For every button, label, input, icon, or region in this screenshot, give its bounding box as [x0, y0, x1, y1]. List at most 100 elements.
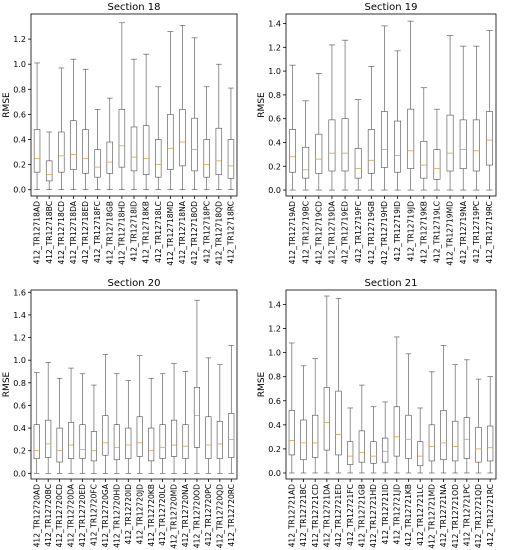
x-tick-label: 412_TR12720QD — [215, 484, 224, 548]
x-tick-label: 412_TR12718ID — [130, 201, 139, 262]
iqr-box — [179, 109, 186, 167]
x-tick-label: 412_TR12720PC — [204, 484, 213, 546]
iqr-box — [45, 160, 53, 182]
iqr-box — [56, 427, 63, 463]
box-412_TR12718FC — [94, 109, 101, 191]
x-tick-label: 412_TR12719DA — [328, 200, 337, 264]
iqr-box — [118, 109, 126, 168]
x-tick-label: 412_TR12718BC — [45, 201, 54, 264]
x-tick-label: 412_TR12721CD — [311, 484, 320, 548]
y-tick-label: 0.8 — [268, 91, 281, 100]
box-412_TR12721JD — [393, 336, 400, 474]
y-tick-label: 0.8 — [268, 373, 281, 382]
plot-frame — [30, 13, 238, 197]
iqr-box — [90, 431, 97, 462]
x-tick-label: 412_TR12721QD — [474, 484, 483, 548]
box-412_TR12721AD — [288, 342, 295, 474]
y-axis-label: RMSE — [2, 371, 12, 397]
y-tick-label: 0.0 — [13, 469, 26, 478]
iqr-box — [288, 410, 295, 456]
y-tick-label: 0.6 — [13, 401, 26, 410]
iqr-box — [45, 419, 52, 458]
box-412_TR12718BC — [45, 131, 53, 191]
x-tick-label: 412_TR12719HD — [380, 201, 389, 265]
y-tick-label: 1.2 — [13, 35, 26, 44]
iqr-box — [452, 420, 459, 462]
iqr-box — [367, 129, 375, 174]
iqr-box — [58, 131, 65, 173]
iqr-box — [216, 420, 223, 459]
x-tick-label: 412_TR12719ED — [341, 201, 350, 264]
box-412_TR12719PC — [472, 45, 480, 191]
x-tick-label: 412_TR12720JD — [135, 484, 144, 545]
box-412_TR12719RC — [485, 30, 493, 191]
box-412_TR12720FC — [90, 384, 97, 474]
box-412_TR12721ID — [382, 401, 389, 474]
x-tick-label: 412_TR12720HD — [112, 484, 121, 548]
x-tick-label: 412_TR12721KB — [404, 484, 413, 547]
box-412_TR12721MD — [428, 371, 435, 474]
chart-title: Section 21 — [364, 278, 417, 289]
iqr-box — [94, 149, 101, 178]
x-tick-label: 412_TR12721AD — [287, 484, 296, 548]
y-tick-label: 1.0 — [13, 60, 26, 69]
chart-panel-4: Section 21 RMSE 0.0 0.2 0.4 0.6 0.8 1.0 1.2 1.4 41… — [257, 278, 497, 549]
plot-frame — [285, 289, 497, 480]
x-tick-label: 412_TR12721OD — [451, 484, 460, 548]
iqr-box — [136, 416, 143, 457]
x-tick-label: 412_TR12721JD — [392, 484, 401, 545]
box-412_TR12720NA — [182, 371, 189, 474]
iqr-box — [335, 390, 342, 456]
iqr-box — [142, 125, 150, 175]
box-412_TR12721RC — [487, 376, 494, 474]
x-tick-label: 412_TR12718ED — [81, 201, 90, 264]
box-412_TR12718MD — [167, 31, 174, 191]
chart-title: Section 18 — [107, 2, 160, 13]
x-tick-label: 412_TR12721NA — [439, 483, 448, 547]
x-tick-label: 412_TR12718LC — [154, 201, 163, 263]
iqr-box — [341, 118, 349, 172]
box-412_TR12720BC — [45, 362, 52, 474]
iqr-box — [167, 114, 174, 170]
box-412_TR12719NA — [459, 45, 467, 191]
y-tick-label: 1.0 — [268, 67, 281, 76]
iqr-box — [33, 424, 40, 459]
y-tick-label: 0.2 — [268, 445, 281, 454]
box-412_TR12720MD — [171, 363, 178, 474]
iqr-box — [191, 117, 198, 172]
x-tick-label: 412_TR12721GB — [357, 484, 366, 547]
iqr-box — [428, 424, 435, 462]
iqr-box — [113, 424, 120, 461]
iqr-box — [382, 437, 389, 463]
box-412_TR12718AD — [33, 62, 41, 191]
x-tick-label: 412_TR12721DA — [322, 483, 331, 547]
y-tick-label: 0.8 — [13, 379, 26, 388]
plot-frame — [285, 13, 497, 197]
box-412_TR12721FC — [347, 407, 354, 474]
x-tick-label: 412_TR12719GB — [367, 201, 376, 264]
iqr-box — [79, 424, 86, 459]
x-tick-label: 412_TR12721RC — [486, 484, 495, 547]
box-412_TR12718DA — [70, 58, 77, 191]
y-axis-label: RMSE — [257, 92, 267, 118]
box-412_TR12720ED — [79, 373, 86, 474]
iqr-box — [405, 414, 412, 459]
y-axis-label: RMSE — [257, 371, 267, 397]
box-412_TR12720OD — [193, 299, 200, 474]
box-412_TR12720KB — [148, 377, 155, 474]
box-412_TR12720DA — [68, 367, 75, 474]
box-412_TR12721CD — [312, 358, 319, 474]
box-412_TR12719DA — [328, 44, 336, 191]
x-tick-label: 412_TR12721LC — [416, 484, 425, 546]
iqr-box — [323, 387, 330, 451]
y-tick-label: 1.2 — [268, 325, 281, 334]
box-412_TR12721HD — [370, 406, 377, 474]
box-412_TR12721GB — [358, 384, 365, 474]
iqr-box — [82, 129, 89, 174]
iqr-box — [159, 424, 166, 459]
box-412_TR12719FC — [354, 99, 362, 191]
y-tick-label: 0.0 — [13, 186, 26, 195]
box-412_TR12718HD — [118, 22, 126, 191]
x-tick-label: 412_TR12720AD — [32, 484, 41, 548]
box-412_TR12721OD — [452, 364, 459, 474]
